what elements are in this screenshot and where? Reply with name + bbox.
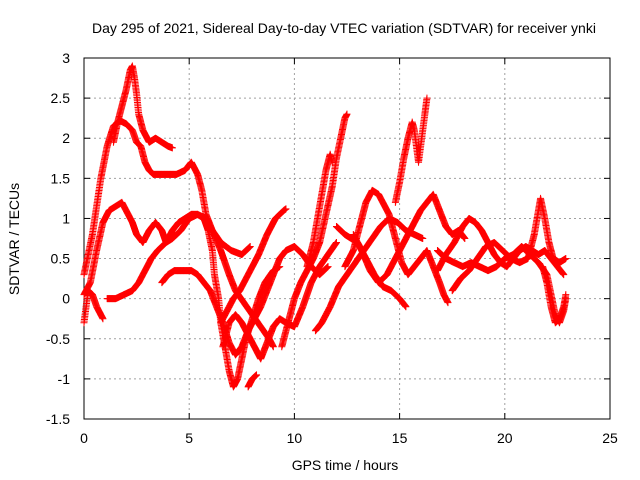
series-track-5 [80, 287, 107, 327]
x-tick-label: 25 [602, 430, 618, 446]
y-tick-label: -1.5 [46, 411, 70, 427]
x-tick-label: 15 [392, 430, 408, 446]
chart-title: Day 295 of 2021, Sidereal Day-to-day VTE… [92, 20, 596, 36]
y-tick-label: 0 [62, 291, 70, 307]
y-tick-label: 2.5 [51, 90, 71, 106]
data-point [168, 144, 176, 152]
y-tick-label: 1.5 [51, 170, 71, 186]
x-tick-label: 5 [185, 430, 193, 446]
series-track-14 [391, 94, 431, 206]
grid-lines [84, 58, 610, 419]
x-tick-label: 10 [287, 430, 303, 446]
series-track-3 [103, 210, 284, 391]
y-tick-label: -1 [58, 371, 71, 387]
series-track-19 [448, 194, 570, 295]
x-tick-label: 20 [497, 430, 513, 446]
y-tick-label: 1 [62, 210, 70, 226]
x-axis-label: GPS time / hours [292, 457, 399, 473]
data-point [246, 243, 254, 251]
series-track-9 [244, 371, 261, 391]
y-axis-label: SDTVAR / TECUs [6, 183, 22, 295]
plot-frame [83, 57, 611, 420]
data-point [269, 343, 277, 351]
data-markers [80, 62, 570, 391]
axis-ticks: 0 5 10 15 20 25 -1.5 -1 -0.5 0 0.5 1 1.5 2 2.5 3 [46, 50, 618, 446]
y-tick-label: 0.5 [51, 251, 71, 267]
series-track-1 [80, 117, 254, 279]
y-tick-label: 2 [62, 130, 70, 146]
x-tick-label: 0 [80, 430, 88, 446]
y-tick-label: -0.5 [46, 331, 70, 347]
series-track-4 [109, 62, 176, 152]
y-tick-label: 3 [62, 50, 70, 66]
